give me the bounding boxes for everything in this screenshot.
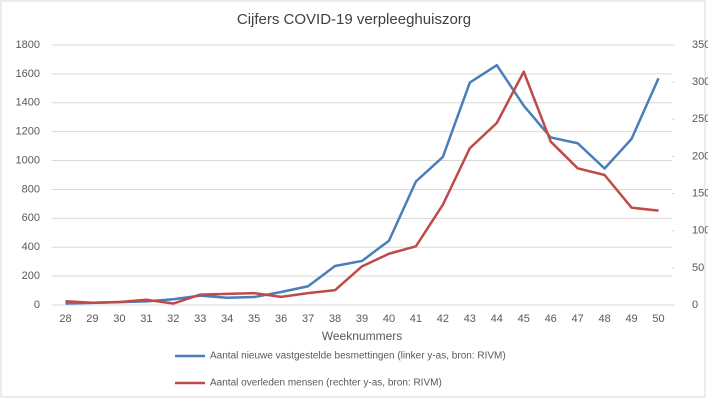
y2-tick-label: 0 xyxy=(692,299,698,311)
x-tick-label: 40 xyxy=(383,313,395,325)
x-tick-label: 35 xyxy=(248,313,260,325)
x-tick-label: 36 xyxy=(275,313,287,325)
x-tick-label: 39 xyxy=(356,313,368,325)
y-tick-label: 1600 xyxy=(16,68,40,80)
x-tick-label: 41 xyxy=(410,313,422,325)
y-tick-label: 1000 xyxy=(16,154,40,166)
series-line xyxy=(65,63,660,305)
y2-tick-label: 250 xyxy=(692,113,708,125)
y2-tick-label: 100 xyxy=(692,225,708,237)
y2-tick-label: 200 xyxy=(692,150,708,162)
x-axis-label: Weeknummers xyxy=(322,329,402,343)
y-tick-label: 800 xyxy=(22,183,40,195)
series-line xyxy=(65,70,659,305)
x-tick-label: 47 xyxy=(572,313,584,325)
y-tick-label: 0 xyxy=(34,299,40,311)
x-tick-label: 32 xyxy=(167,313,179,325)
y-tick-label: 1400 xyxy=(16,97,40,109)
x-tick-label: 44 xyxy=(491,313,503,325)
x-tick-label: 42 xyxy=(437,313,449,325)
y-tick-label: 1200 xyxy=(16,126,40,138)
x-tick-label: 30 xyxy=(113,313,125,325)
x-tick-label: 29 xyxy=(86,313,98,325)
x-tick-label: 28 xyxy=(59,313,71,325)
chart-title: Cijfers COVID-19 verpleeghuiszorg xyxy=(237,11,471,28)
y-tick-label: 400 xyxy=(22,241,40,253)
x-tick-label: 46 xyxy=(545,313,557,325)
x-tick-label: 37 xyxy=(302,313,314,325)
x-tick-label: 31 xyxy=(140,313,152,325)
y-tick-label: 200 xyxy=(22,270,40,282)
x-tick-label: 45 xyxy=(518,313,530,325)
y-tick-label: 600 xyxy=(22,212,40,224)
chart-border xyxy=(0,0,706,398)
x-tick-label: 33 xyxy=(194,313,206,325)
y2-tick-label: 50 xyxy=(692,262,704,274)
y-tick-label: 1800 xyxy=(16,39,40,51)
y2-tick-label: 150 xyxy=(692,187,708,199)
x-tick-label: 49 xyxy=(625,313,637,325)
y2-tick-label: 300 xyxy=(692,76,708,88)
y2-tick-label: 350 xyxy=(692,39,708,51)
legend-label: Aantal nieuwe vastgestelde besmettingen … xyxy=(210,351,506,362)
legend-label: Aantal overleden mensen (rechter y-as, b… xyxy=(210,378,442,389)
x-tick-label: 43 xyxy=(464,313,476,325)
x-tick-label: 50 xyxy=(652,313,664,325)
x-tick-label: 34 xyxy=(221,313,233,325)
x-tick-label: 38 xyxy=(329,313,341,325)
x-tick-label: 48 xyxy=(598,313,610,325)
